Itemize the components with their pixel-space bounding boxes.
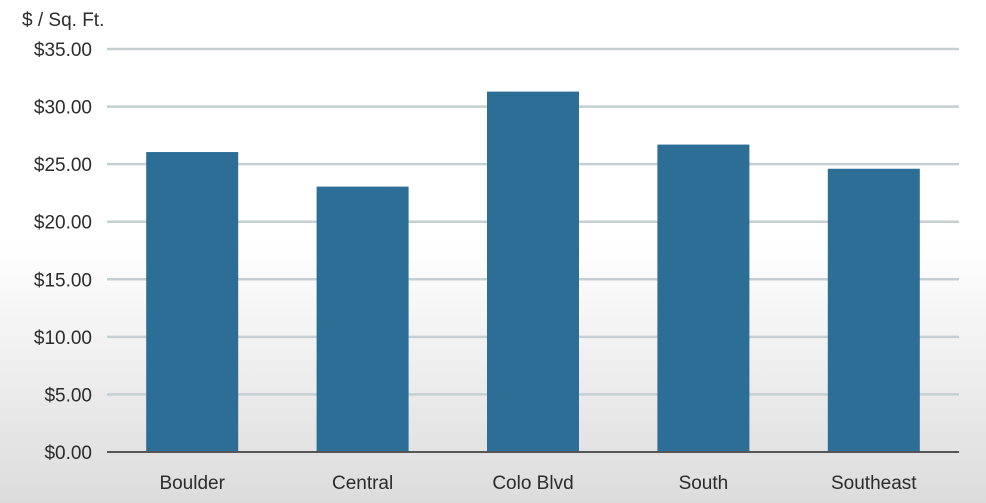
bar-boulder [146,152,239,452]
y-tick-label: $10.00 [34,328,92,349]
bar-south [657,144,750,452]
x-category-label: Colo Blvd [492,473,573,494]
bar-central [316,186,409,453]
bar-southeast [827,168,920,452]
y-axis-unit-label: $ / Sq. Ft. [22,10,104,31]
y-tick-label: $20.00 [34,213,92,234]
x-category-label: South [679,473,729,494]
x-axis-category-labels: Boulder Central Colo Blvd South Southeast [159,473,917,494]
y-axis-tick-labels: $0.00 $5.00 $10.00 $15.00 $20.00 $25.00 $30.00… [34,40,92,464]
y-tick-label: $15.00 [34,270,92,291]
x-category-label: Boulder [159,473,225,494]
x-category-label: Central [332,473,393,494]
bars [146,91,920,453]
y-tick-label: $5.00 [44,385,92,406]
y-tick-label: $35.00 [34,40,92,61]
y-tick-label: $30.00 [34,98,92,119]
y-tick-label: $25.00 [34,155,92,176]
x-category-label: Southeast [831,473,917,494]
bar-colo-blvd [487,91,579,453]
y-tick-label: $0.00 [44,443,92,464]
